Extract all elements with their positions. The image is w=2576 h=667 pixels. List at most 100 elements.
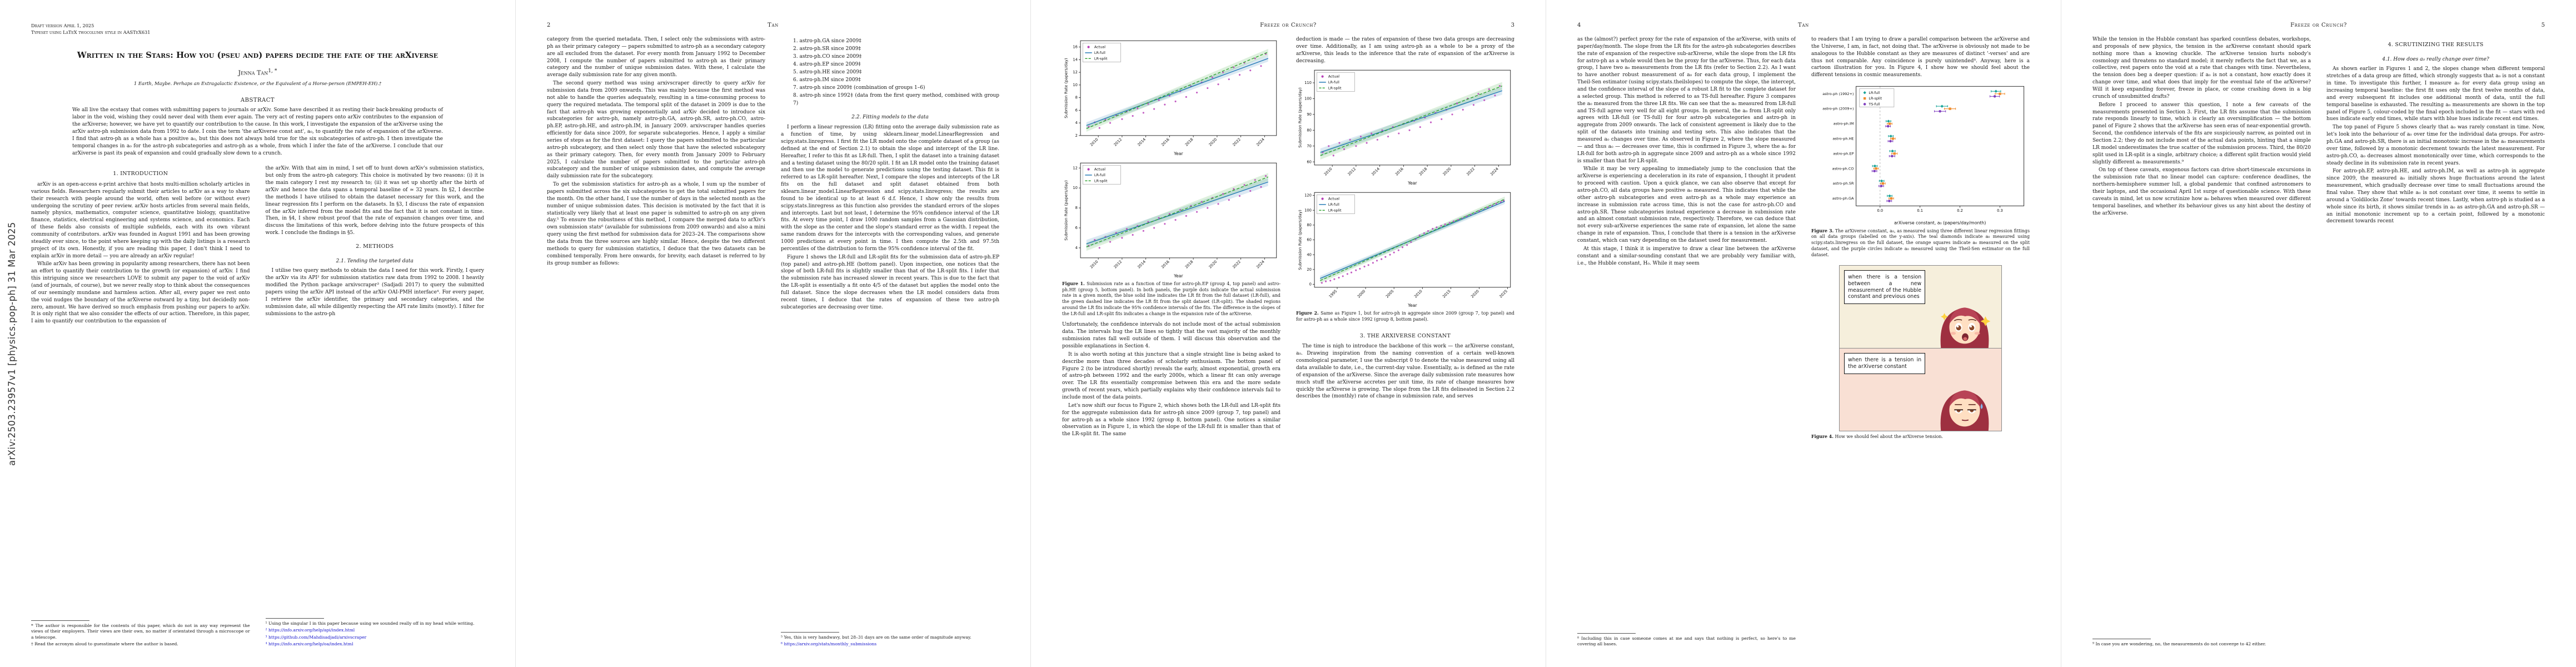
section-3-heading: 3. THE ARXIVERSE CONSTANT bbox=[1359, 332, 1451, 339]
svg-text:14: 14 bbox=[1073, 57, 1078, 62]
svg-text:12: 12 bbox=[1073, 70, 1078, 74]
page-number: 3 bbox=[1511, 22, 1514, 28]
fig1-bottom-chart: 2010 2012 2014 2016 2018 2020 2022 2024 4 6 8 10 12 Y… bbox=[1062, 159, 1280, 281]
svg-text:1995: 1995 bbox=[1328, 289, 1338, 299]
section-1-heading: 1. INTRODUCTION bbox=[113, 171, 168, 177]
svg-text:70: 70 bbox=[1307, 144, 1312, 148]
svg-text:2016: 2016 bbox=[1394, 167, 1404, 177]
footnote-url-link[interactable]: ² https://info.arxiv.org/help/api/index.… bbox=[265, 628, 355, 633]
fig3-errorbar-chart: astro-ph (1992+) astro-ph (2009+) astro-ph… bbox=[1811, 81, 2030, 228]
anime-character-excited-icon bbox=[1940, 307, 1991, 349]
svg-text:2024: 2024 bbox=[1255, 137, 1265, 147]
svg-text:2022: 2022 bbox=[1232, 137, 1242, 147]
intro-paragraph: the arXiv. With that aim in mind, I set … bbox=[265, 166, 485, 236]
body-paragraph: The top panel of Figure 5 shows clearly … bbox=[2326, 125, 2545, 166]
svg-text:2016: 2016 bbox=[1160, 137, 1170, 147]
author-name: Jenna Tan bbox=[238, 69, 268, 77]
svg-text:2020: 2020 bbox=[1470, 289, 1480, 299]
figure-2-caption: Figure 2. Same as Figure 1, but for astr… bbox=[1296, 311, 1514, 322]
body-paragraph: Unfortunately, the confidence intervals … bbox=[1062, 322, 1280, 350]
footnote: ⁸ Including this in case someone comes a… bbox=[1577, 635, 1796, 646]
svg-text:TS-full: TS-full bbox=[1868, 102, 1880, 107]
svg-text:6: 6 bbox=[1075, 108, 1078, 112]
svg-text:0.0: 0.0 bbox=[1877, 208, 1883, 213]
body-paragraph: deduction is made — the rates of expansi… bbox=[1296, 37, 1514, 64]
body-paragraph: While it may be very appealing to immedi… bbox=[1577, 166, 1796, 244]
svg-text:60: 60 bbox=[1307, 238, 1312, 242]
body-paragraph: to readers that I am trying to draw a pa… bbox=[1811, 37, 2030, 78]
body-paragraph: On top of these caveats, exogenous facto… bbox=[2092, 167, 2311, 216]
column-right: the arXiv. With that aim in mind, I set … bbox=[266, 165, 485, 648]
page-2: 2 Tan category from the queried metadata… bbox=[515, 0, 1030, 667]
two-column-body: 1. INTRODUCTION arXiv is an open-access … bbox=[31, 165, 484, 648]
body-paragraph: To get the submission statistics for ast… bbox=[547, 182, 765, 266]
svg-text:astro-ph.CO: astro-ph.CO bbox=[1832, 166, 1854, 171]
footnotes-right: ⁵ Yes, this is very handwavy, but 28–31 … bbox=[781, 629, 999, 649]
arxiv-stamp: arXiv:2503.23957v1 [physics.pop-ph] 31 M… bbox=[7, 222, 17, 466]
svg-text:20: 20 bbox=[1307, 267, 1312, 272]
svg-text:100: 100 bbox=[1304, 208, 1312, 213]
svg-text:Submission Rate (papers/day): Submission Rate (papers/day) bbox=[1297, 88, 1302, 148]
svg-text:2022: 2022 bbox=[1466, 167, 1476, 177]
svg-text:2018: 2018 bbox=[1184, 260, 1194, 270]
typeset-line: Typeset using LaTeX twocolumn style in A… bbox=[31, 29, 151, 36]
cartoon-panel-arxiverse: when there is a tension in the arXiverse… bbox=[1840, 348, 2001, 431]
svg-text:2010: 2010 bbox=[1323, 167, 1333, 177]
page-1: arXiv:2503.23957v1 [physics.pop-ph] 31 M… bbox=[0, 0, 515, 667]
svg-text:astro-ph.EP: astro-ph.EP bbox=[1833, 152, 1853, 156]
svg-text:Submission Rate (papers/day): Submission Rate (papers/day) bbox=[1297, 210, 1302, 271]
figure-3-caption: Figure 3. The arXiverse constant, a₀, as… bbox=[1811, 228, 2030, 257]
fig2-top-chart: 2010 2012 2014 2016 2018 2020 2022 2024 60 70 80 90… bbox=[1296, 66, 1514, 188]
svg-text:2022: 2022 bbox=[1232, 260, 1242, 270]
svg-text:Actual: Actual bbox=[1328, 197, 1339, 201]
svg-text:LR-full: LR-full bbox=[1328, 202, 1339, 207]
svg-text:Actual: Actual bbox=[1094, 167, 1105, 172]
page-number: 5 bbox=[2541, 22, 2545, 28]
svg-text:2012: 2012 bbox=[1113, 260, 1123, 270]
footnote: ¹ Using the singular I in this paper bec… bbox=[265, 621, 475, 626]
svg-text:Submission Rate (papers/day): Submission Rate (papers/day) bbox=[1063, 58, 1068, 118]
column-right: to readers that I am trying to draw a pa… bbox=[1811, 36, 2030, 648]
footnote-url-link[interactable]: ⁴ https://info.arxiv.org/help/oa/index.h… bbox=[265, 641, 353, 646]
section-4-heading: 4. SCRUTINIZING THE RESULTS bbox=[2388, 42, 2484, 48]
footnote: ⁵ Yes, this is very handwavy, but 28–31 … bbox=[781, 634, 971, 640]
svg-text:0.3: 0.3 bbox=[1997, 208, 2003, 213]
svg-text:0.2: 0.2 bbox=[1957, 208, 1963, 213]
body-paragraph: category from the queried metadata. Then… bbox=[547, 37, 765, 78]
anime-character-deadpan-icon bbox=[1940, 390, 1989, 431]
footnote-url-link[interactable]: ⁶ https://arxiv.org/stats/monthly_submis… bbox=[781, 641, 877, 646]
svg-text:2025: 2025 bbox=[1498, 289, 1508, 299]
svg-text:Actual: Actual bbox=[1328, 74, 1339, 79]
svg-text:4: 4 bbox=[1075, 246, 1078, 250]
svg-text:2018: 2018 bbox=[1418, 167, 1428, 177]
footnote-url-link[interactable]: ³ https://github.com/Mahdisadjadi/arxivs… bbox=[265, 634, 367, 640]
running-title: Freeze or Crunch? bbox=[1260, 22, 1317, 28]
body-paragraph: Figure 1 shows the LR-full and LR-split … bbox=[781, 254, 999, 310]
svg-text:2010: 2010 bbox=[1089, 137, 1099, 147]
column-left: category from the queried metadata. Then… bbox=[547, 36, 765, 648]
svg-text:astro-ph.IM: astro-ph.IM bbox=[1833, 122, 1854, 126]
svg-text:2016: 2016 bbox=[1160, 260, 1170, 270]
footnotes-left: ⁹ In case you are wondering, no, the mea… bbox=[2092, 635, 2311, 648]
cartoon-caption-arxiverse: when there is a tension in the arXiverse… bbox=[1844, 353, 1926, 374]
svg-text:80: 80 bbox=[1307, 223, 1312, 227]
methods-paragraph: I utilise two query methods to obtain th… bbox=[265, 268, 485, 317]
svg-text:LR-split: LR-split bbox=[1328, 86, 1342, 91]
body-paragraph: The time is nigh to introduce the backbo… bbox=[1296, 344, 1514, 400]
list-item: 8. astro-ph since 1992‡ (data from the f… bbox=[793, 92, 999, 106]
svg-text:Submission Rate (papers/day): Submission Rate (papers/day) bbox=[1063, 180, 1068, 241]
svg-text:LR-split: LR-split bbox=[1094, 56, 1108, 61]
author-affil-marker: 1, * bbox=[268, 67, 277, 74]
svg-text:LR-split: LR-split bbox=[1094, 178, 1108, 183]
data-group-list: 1. astro-ph.GA since 2009‡ 2. astro-ph.S… bbox=[781, 38, 999, 107]
svg-text:2020: 2020 bbox=[1208, 137, 1218, 147]
svg-text:2014: 2014 bbox=[1371, 167, 1381, 177]
svg-text:110: 110 bbox=[1304, 81, 1312, 85]
column-right: deduction is made — the rates of expansi… bbox=[1296, 36, 1514, 648]
body-paragraph: As shown earlier in Figures 1 and 2, the… bbox=[2326, 66, 2545, 122]
svg-text:2015: 2015 bbox=[1442, 289, 1452, 299]
svg-text:LR-full: LR-full bbox=[1094, 173, 1105, 177]
running-title: Freeze or Crunch? bbox=[2290, 22, 2347, 28]
cartoon-panel-hubble: when there is a tension between a new me… bbox=[1840, 266, 2001, 349]
